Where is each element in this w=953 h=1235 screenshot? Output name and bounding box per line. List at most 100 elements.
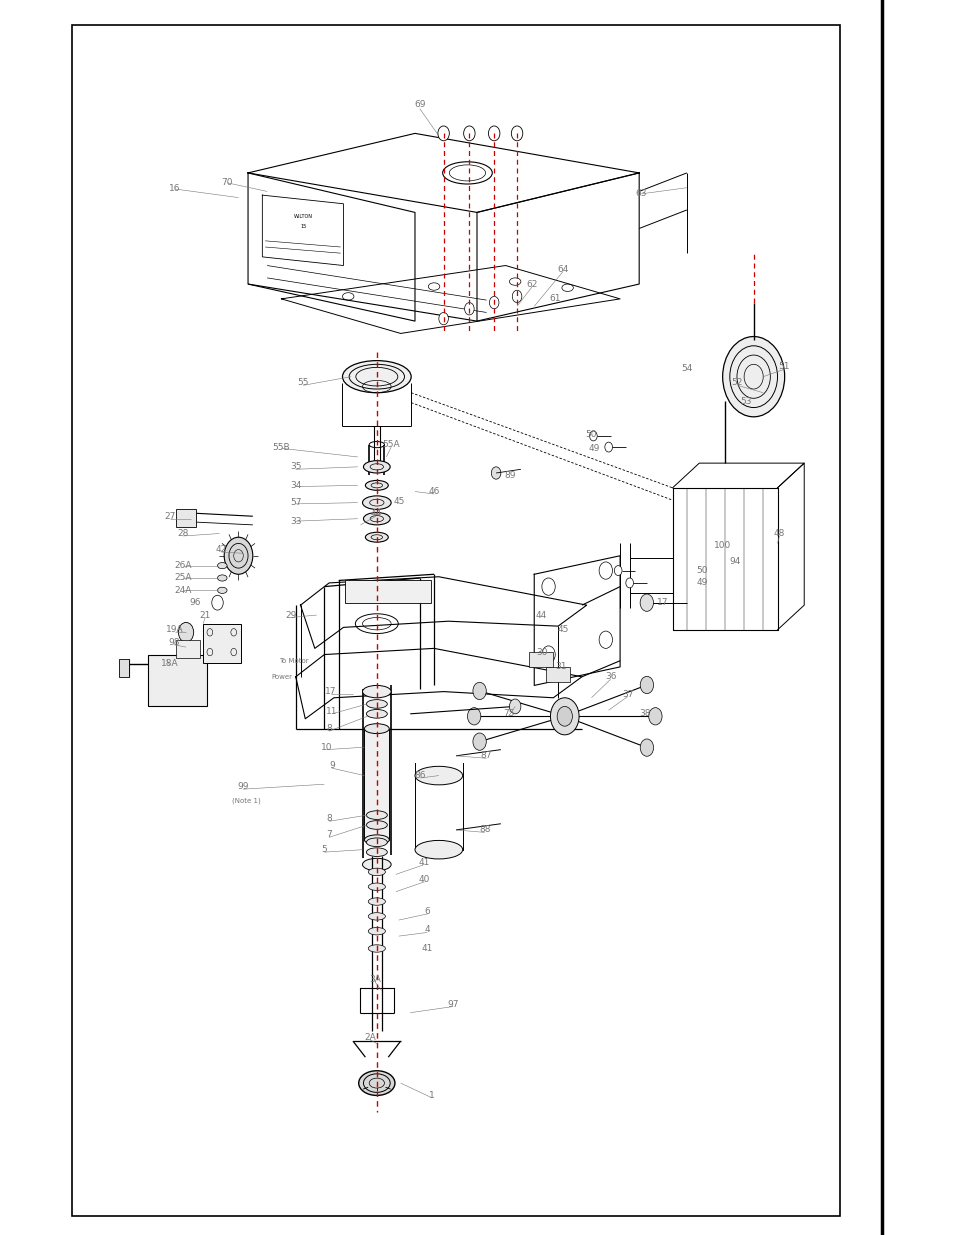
Ellipse shape: [366, 847, 387, 857]
Bar: [345, 580, 431, 603]
Text: 94: 94: [728, 557, 740, 567]
Bar: [148, 655, 207, 706]
Text: 97: 97: [447, 999, 458, 1009]
Ellipse shape: [365, 480, 388, 490]
Text: 99: 99: [237, 782, 249, 792]
Circle shape: [550, 698, 578, 735]
Ellipse shape: [368, 945, 385, 952]
Text: 50: 50: [696, 566, 707, 576]
Text: 100: 100: [713, 541, 730, 551]
Text: 6: 6: [424, 906, 430, 916]
Text: 10: 10: [320, 742, 332, 752]
Circle shape: [473, 734, 486, 751]
Text: 49: 49: [696, 578, 707, 588]
Text: 55A: 55A: [382, 440, 399, 450]
Ellipse shape: [365, 532, 388, 542]
Circle shape: [511, 126, 522, 141]
Text: 57: 57: [290, 498, 301, 508]
Text: 38: 38: [639, 709, 650, 719]
Ellipse shape: [366, 699, 387, 709]
Text: 7: 7: [326, 830, 332, 840]
Circle shape: [178, 622, 193, 642]
Text: 86: 86: [414, 771, 425, 781]
Text: 87: 87: [480, 751, 492, 761]
Ellipse shape: [368, 927, 385, 935]
Ellipse shape: [415, 840, 462, 860]
Bar: [176, 509, 195, 527]
Bar: [119, 659, 129, 677]
Bar: [364, 729, 389, 840]
Text: 35: 35: [290, 462, 301, 472]
Circle shape: [557, 706, 572, 726]
Text: 27: 27: [164, 511, 175, 521]
Ellipse shape: [415, 766, 462, 785]
Ellipse shape: [366, 821, 387, 830]
Ellipse shape: [362, 495, 391, 509]
Text: 42: 42: [215, 545, 227, 555]
Circle shape: [639, 739, 653, 756]
Circle shape: [512, 290, 521, 303]
Ellipse shape: [224, 537, 253, 574]
Circle shape: [438, 312, 448, 325]
Circle shape: [467, 708, 480, 725]
Text: 69: 69: [414, 100, 425, 110]
Ellipse shape: [368, 868, 385, 876]
Text: (Note 1): (Note 1): [232, 797, 260, 804]
Text: Power: Power: [271, 674, 292, 679]
Ellipse shape: [362, 685, 391, 698]
Circle shape: [509, 699, 520, 714]
Text: 51: 51: [778, 362, 789, 372]
Text: 17: 17: [657, 598, 668, 608]
Text: 15: 15: [300, 224, 306, 228]
Text: 26A: 26A: [174, 561, 192, 571]
Text: 34: 34: [290, 480, 301, 490]
Text: 17: 17: [325, 687, 336, 697]
Text: 36: 36: [604, 672, 616, 682]
Ellipse shape: [366, 837, 387, 847]
Text: 30: 30: [536, 647, 547, 657]
Text: 9: 9: [329, 761, 335, 771]
Text: 70: 70: [221, 178, 233, 188]
Text: 54: 54: [680, 363, 692, 373]
Circle shape: [437, 126, 449, 141]
Bar: [529, 652, 553, 667]
Text: 96: 96: [190, 598, 201, 608]
Text: 75: 75: [502, 709, 514, 719]
Circle shape: [464, 303, 474, 315]
Text: 25A: 25A: [174, 573, 192, 583]
Text: 55B: 55B: [273, 442, 290, 452]
Text: 31: 31: [555, 662, 566, 672]
Ellipse shape: [363, 461, 390, 473]
Text: 2A: 2A: [364, 1032, 375, 1042]
Bar: [545, 667, 569, 682]
Text: 61: 61: [549, 294, 560, 304]
Ellipse shape: [358, 1071, 395, 1095]
Bar: [203, 624, 241, 663]
Text: 45: 45: [393, 496, 404, 506]
Text: 45: 45: [557, 625, 568, 635]
Text: 19A: 19A: [166, 625, 183, 635]
Ellipse shape: [366, 709, 387, 718]
Circle shape: [473, 682, 486, 699]
Bar: [176, 640, 200, 658]
Text: 88: 88: [478, 825, 490, 835]
Ellipse shape: [363, 513, 390, 525]
Ellipse shape: [722, 336, 783, 417]
Text: 98: 98: [168, 637, 179, 647]
Ellipse shape: [368, 913, 385, 920]
Text: 89: 89: [504, 471, 516, 480]
Circle shape: [614, 566, 621, 576]
Text: 3A: 3A: [369, 974, 380, 984]
Text: 1: 1: [429, 1091, 435, 1100]
Text: 21: 21: [199, 610, 211, 620]
Ellipse shape: [364, 724, 389, 734]
Text: 53: 53: [740, 396, 751, 406]
Text: 8: 8: [326, 724, 332, 734]
Ellipse shape: [362, 858, 391, 871]
Ellipse shape: [217, 563, 227, 568]
Text: 41: 41: [418, 857, 430, 867]
Circle shape: [488, 126, 499, 141]
Circle shape: [491, 467, 500, 479]
Text: 33: 33: [290, 516, 301, 526]
Circle shape: [489, 296, 498, 309]
